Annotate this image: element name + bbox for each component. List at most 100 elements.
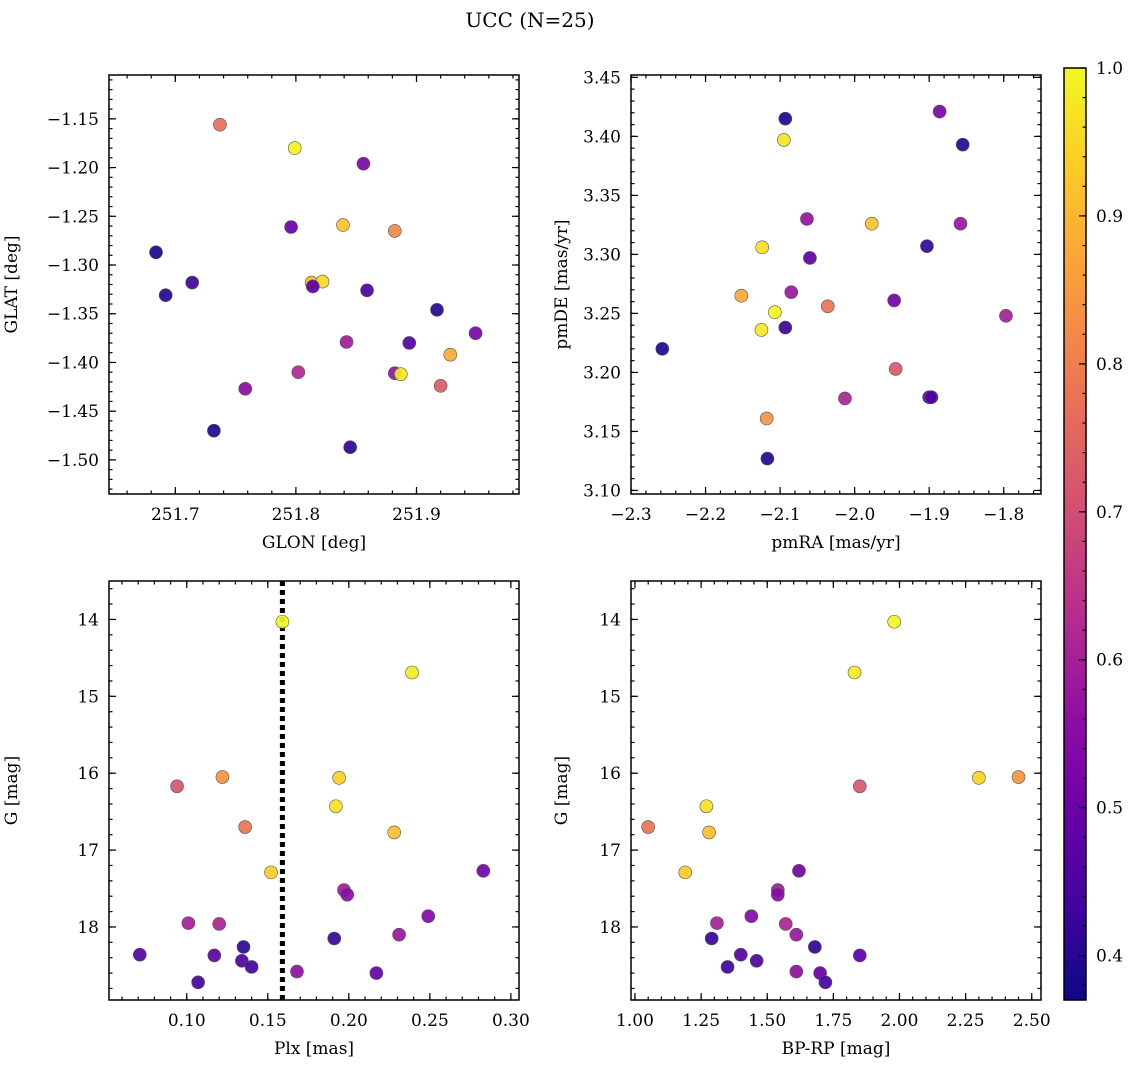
scatter-point xyxy=(468,326,483,341)
scatter-point xyxy=(402,336,417,350)
scatter-point xyxy=(339,335,354,349)
scatter-point xyxy=(754,323,769,337)
y-tick-label: 18 xyxy=(77,918,99,938)
y-tick-label: 3.25 xyxy=(583,304,621,324)
scatter-point xyxy=(847,665,862,680)
colorbar-tick-label: 0.6 xyxy=(1096,651,1123,671)
scatter-point xyxy=(369,966,384,980)
scatter-point xyxy=(215,770,230,784)
colorbar-tick-label: 0.4 xyxy=(1096,947,1123,967)
scatter-point xyxy=(784,285,799,299)
plot-area xyxy=(149,117,483,455)
scatter-point xyxy=(818,975,833,990)
scatter-point xyxy=(777,133,791,147)
y-tick-label: 14 xyxy=(77,610,99,630)
scatter-point xyxy=(887,293,901,308)
scatter-point xyxy=(236,940,251,954)
y-tick-label: 18 xyxy=(599,918,621,938)
x-tick-label: 2.00 xyxy=(881,1011,919,1031)
scatter-point xyxy=(803,251,817,265)
panel-pmra-pmde: −2.3 −2.2 −2.1 −2.0 −1.9 −1.8 3.10 3.15 3.20 3.25… xyxy=(552,68,1042,553)
figure-title: UCC (N=25) xyxy=(465,8,594,32)
y-tick-label: −1.35 xyxy=(47,305,99,325)
scatter-point xyxy=(924,390,939,405)
scatter-point xyxy=(158,288,173,303)
scatter-point xyxy=(356,156,371,171)
scatter-point xyxy=(405,665,419,680)
y-tick-label: 17 xyxy=(77,841,99,861)
y-axis-label: G [mag] xyxy=(2,756,22,825)
plot-frame xyxy=(108,580,520,1001)
scatter-point xyxy=(185,275,200,290)
scatter-point xyxy=(999,308,1013,323)
scatter-point xyxy=(170,779,184,794)
scatter-point xyxy=(699,799,714,814)
y-tick-label: −1.30 xyxy=(47,256,99,276)
y-tick-label: −1.20 xyxy=(47,159,99,179)
scatter-point xyxy=(329,799,343,814)
plot-frame xyxy=(630,580,1042,1001)
x-axis-label: Plx [mas] xyxy=(274,1039,354,1059)
x-tick-label: 1.00 xyxy=(616,1011,654,1031)
y-tick-label: 16 xyxy=(77,764,99,784)
scatter-point xyxy=(932,104,947,119)
y-tick-label: 3.10 xyxy=(583,481,621,501)
scatter-point xyxy=(191,975,205,990)
scatter-point xyxy=(336,218,350,232)
colorbar-tick-label: 0.9 xyxy=(1096,207,1123,227)
scatter-point xyxy=(287,141,302,155)
y-tick-label: 3.45 xyxy=(583,68,621,88)
scatter-point xyxy=(888,362,903,376)
x-tick-label: 0.20 xyxy=(330,1011,368,1031)
scatter-point xyxy=(387,224,402,238)
colorbar-tick-label: 0.5 xyxy=(1096,799,1123,819)
scatter-point xyxy=(238,381,253,396)
scatter-point xyxy=(244,960,259,974)
scatter-point xyxy=(778,320,793,335)
x-tick-label: −1.9 xyxy=(909,505,950,525)
scatter-point xyxy=(207,948,222,963)
scatter-point xyxy=(749,953,764,968)
y-tick-label: −1.45 xyxy=(47,402,99,422)
scatter-point xyxy=(678,865,693,880)
x-tick-label: 0.10 xyxy=(168,1011,206,1031)
y-tick-label: 3.35 xyxy=(583,186,621,206)
scatter-point xyxy=(853,779,867,794)
panel-bprp-g: 1.00 1.25 1.50 1.75 2.00 2.25 2.50 14 15 16 17 18 BP… xyxy=(552,580,1051,1059)
scatter-point xyxy=(305,279,320,294)
scatter-point xyxy=(768,305,782,320)
scatter-point xyxy=(733,947,748,962)
plot-area xyxy=(655,104,1013,466)
scatter-point xyxy=(771,887,785,902)
scatter-point xyxy=(641,820,655,834)
x-axis-label: GLON [deg] xyxy=(262,533,366,553)
scatter-point xyxy=(149,245,163,260)
scatter-point xyxy=(744,909,759,924)
y-tick-label: −1.40 xyxy=(47,353,99,373)
scatter-point xyxy=(778,111,793,126)
x-tick-label: 2.50 xyxy=(1013,1011,1051,1031)
scatter-point xyxy=(207,423,221,438)
scatter-point xyxy=(343,440,357,455)
scatter-point xyxy=(800,212,814,226)
scatter-point xyxy=(360,283,374,298)
x-tick-label: 1.75 xyxy=(814,1011,852,1031)
scatter-point xyxy=(433,379,448,393)
scatter-point xyxy=(394,367,408,381)
y-tick-label: 14 xyxy=(599,610,621,630)
y-tick-label: 17 xyxy=(599,841,621,861)
scatter-point xyxy=(212,917,226,931)
scatter-point xyxy=(759,411,774,426)
x-tick-label: 1.25 xyxy=(682,1011,720,1031)
scatter-point xyxy=(238,820,252,834)
scatter-point xyxy=(332,771,346,785)
scatter-point xyxy=(340,887,355,902)
x-tick-label: −2.1 xyxy=(759,505,800,525)
scatter-point xyxy=(275,614,290,629)
scatter-point xyxy=(430,303,444,317)
colorbar-tick-label: 0.8 xyxy=(1096,355,1123,375)
scatter-point xyxy=(476,864,491,878)
scatter-point xyxy=(820,299,835,314)
scatter-point xyxy=(953,216,968,231)
